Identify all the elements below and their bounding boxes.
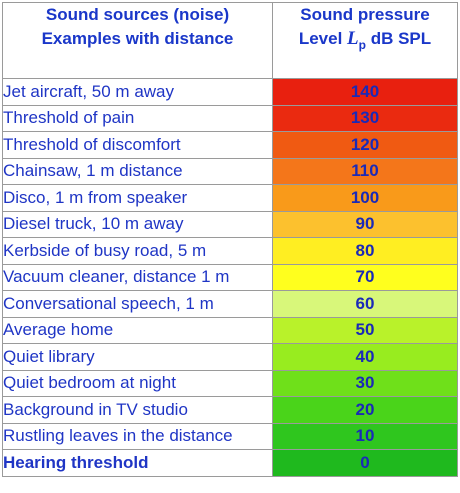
sound-source-cell: Diesel truck, 10 m away (2, 210, 273, 238)
sound-level-cell: 30 (272, 369, 458, 397)
source-header-line2: Examples with distance (41, 29, 234, 48)
level-symbol: Lp (347, 28, 366, 52)
level-column-header: Sound pressure Level Lp dB SPL (272, 2, 458, 79)
table-row: Conversational speech, 1 m 60 (2, 290, 458, 318)
sound-level-cell: 70 (272, 263, 458, 291)
sound-level-cell: 140 (272, 78, 458, 106)
sound-level-cell: 40 (272, 343, 458, 371)
table-row: Jet aircraft, 50 m away 140 (2, 78, 458, 106)
level-symbol-letter: L (347, 28, 359, 49)
table-row: Rustling leaves in the distance 10 (2, 422, 458, 450)
table-row: Disco, 1 m from speaker 100 (2, 184, 458, 212)
level-symbol-subscript: p (358, 37, 366, 52)
sound-source-cell: Hearing threshold (2, 449, 273, 477)
table-row: Quiet library 40 (2, 343, 458, 371)
sound-source-cell: Threshold of pain (2, 104, 273, 132)
table-row: Hearing threshold 0 (2, 449, 458, 477)
source-header-line1: Sound sources (noise) (45, 5, 230, 24)
sound-level-cell: 100 (272, 184, 458, 212)
sound-level-cell: 50 (272, 316, 458, 344)
level-header-prefix: Level (298, 29, 348, 48)
sound-pressure-table: Sound sources (noise) Examples with dist… (2, 2, 458, 477)
level-header-line1: Sound pressure (300, 5, 430, 24)
sound-source-cell: Vacuum cleaner, distance 1 m (2, 263, 273, 291)
sound-source-cell: Quiet bedroom at night (2, 369, 273, 397)
table-row: Diesel truck, 10 m away 90 (2, 210, 458, 238)
sound-source-cell: Threshold of discomfort (2, 131, 273, 159)
sound-source-cell: Conversational speech, 1 m (2, 290, 273, 318)
sound-level-cell: 10 (272, 422, 458, 450)
table-row: Quiet bedroom at night 30 (2, 369, 458, 397)
level-header-line2: Level Lp dB SPL (273, 27, 457, 57)
sound-source-cell: Disco, 1 m from speaker (2, 184, 273, 212)
sound-level-cell: 20 (272, 396, 458, 424)
table-row: Average home 50 (2, 316, 458, 344)
table-row: Threshold of discomfort 120 (2, 131, 458, 159)
sound-source-cell: Quiet library (2, 343, 273, 371)
sound-level-cell: 0 (272, 449, 458, 477)
sound-source-cell: Rustling leaves in the distance (2, 422, 273, 450)
table-row: Background in TV studio 20 (2, 396, 458, 424)
table-row: Chainsaw, 1 m distance 110 (2, 157, 458, 185)
sound-level-cell: 130 (272, 104, 458, 132)
sound-source-cell: Chainsaw, 1 m distance (2, 157, 273, 185)
sound-level-cell: 80 (272, 237, 458, 265)
sound-source-cell: Jet aircraft, 50 m away (2, 78, 273, 106)
header-row: Sound sources (noise) Examples with dist… (2, 2, 458, 79)
sound-level-cell: 90 (272, 210, 458, 238)
table-row: Threshold of pain 130 (2, 104, 458, 132)
level-header-suffix: dB SPL (365, 29, 432, 48)
table-body: Jet aircraft, 50 m away 140 Threshold of p… (2, 78, 458, 477)
table-row: Vacuum cleaner, distance 1 m 70 (2, 263, 458, 291)
table-row: Kerbside of busy road, 5 m 80 (2, 237, 458, 265)
sound-source-cell: Kerbside of busy road, 5 m (2, 237, 273, 265)
sound-source-cell: Average home (2, 316, 273, 344)
sound-source-cell: Background in TV studio (2, 396, 273, 424)
sound-level-cell: 120 (272, 131, 458, 159)
sound-level-cell: 60 (272, 290, 458, 318)
source-column-header: Sound sources (noise) Examples with dist… (2, 2, 273, 79)
sound-level-cell: 110 (272, 157, 458, 185)
